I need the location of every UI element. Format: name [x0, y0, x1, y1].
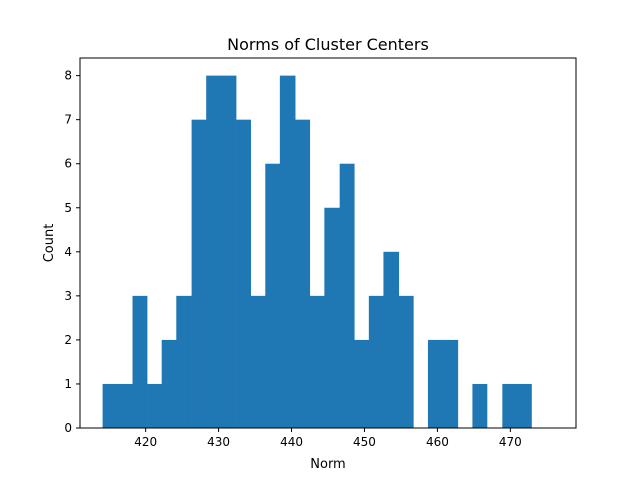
histogram-bar [176, 295, 192, 428]
y-tick-label: 8 [64, 69, 72, 83]
x-tick-label: 470 [499, 435, 522, 449]
histogram-bar [516, 383, 532, 428]
histogram-bar [472, 383, 488, 428]
x-tick-label: 440 [280, 435, 303, 449]
y-axis-ticks: 0 1 2 3 4 5 6 7 8 [64, 69, 80, 435]
histogram-bar [265, 163, 281, 428]
histogram-bar [368, 295, 384, 428]
histogram-bar [161, 339, 177, 428]
bars-group [102, 75, 532, 429]
histogram-bar [427, 339, 444, 428]
histogram-bar [147, 383, 162, 428]
y-tick-label: 1 [64, 377, 72, 391]
x-tick-label: 450 [353, 435, 376, 449]
histogram-bar [309, 295, 325, 428]
y-tick-label: 3 [64, 289, 72, 303]
y-tick-label: 6 [64, 157, 72, 171]
histogram-bar [191, 119, 207, 429]
x-axis-label: Norm [310, 457, 345, 472]
histogram-bar [279, 75, 296, 428]
histogram-bar [206, 75, 222, 428]
y-tick-label: 0 [64, 421, 72, 435]
histogram-bar [324, 207, 340, 428]
y-tick-label: 4 [64, 245, 72, 259]
histogram-bar [102, 383, 118, 428]
histogram-bar [236, 119, 251, 429]
histogram-bar [295, 119, 311, 429]
y-tick-label: 5 [64, 201, 72, 215]
x-tick-label: 460 [426, 435, 449, 449]
histogram-bar [220, 75, 237, 428]
x-tick-label: 420 [134, 435, 157, 449]
y-tick-label: 7 [64, 113, 72, 127]
histogram-bar [383, 251, 400, 428]
histogram-bar [502, 383, 518, 428]
y-tick-label: 2 [64, 333, 72, 347]
histogram-bar [339, 163, 355, 428]
x-tick-label: 430 [207, 435, 230, 449]
histogram-bar [250, 295, 266, 428]
histogram-bar [117, 383, 133, 428]
histogram-bar [398, 295, 414, 428]
y-axis-label: Count [42, 224, 57, 263]
x-axis-ticks: 420 430 440 450 460 470 [134, 428, 522, 449]
chart-title: Norms of Cluster Centers [227, 35, 429, 54]
histogram-bar [132, 295, 148, 428]
histogram-bar [354, 339, 370, 428]
plot-frame [79, 57, 577, 429]
histogram-bar [443, 339, 459, 428]
